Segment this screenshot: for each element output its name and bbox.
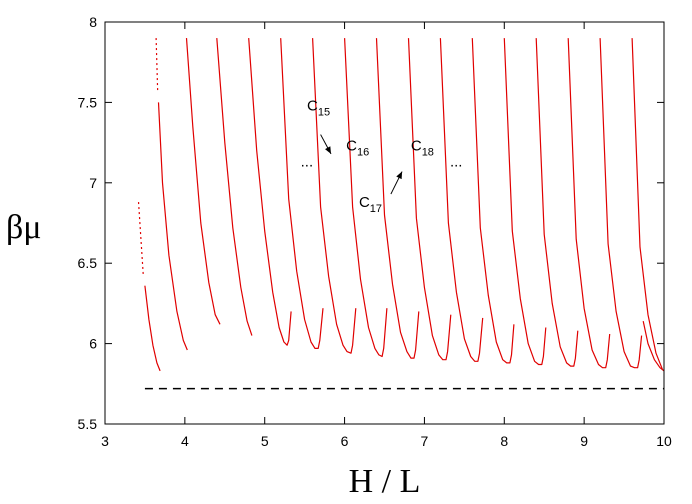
annotation-c15: C15	[307, 97, 330, 118]
x-axis-title: H / L	[349, 463, 421, 500]
branch-3	[185, 38, 221, 325]
branch-5	[248, 38, 292, 346]
annotation-ellipsis-right: ...	[450, 154, 463, 171]
branch-10	[407, 38, 452, 361]
x-tick-label: 10	[656, 433, 672, 449]
x-tick-label: 4	[181, 433, 189, 449]
branch-dotted-1	[137, 202, 144, 277]
x-tick-label: 8	[500, 433, 508, 449]
y-axis-title: βμ	[6, 209, 42, 246]
x-tick-label: 3	[101, 433, 109, 449]
branch-9	[375, 38, 420, 359]
branch-7	[312, 38, 357, 354]
annotations: C15 C16 C17 C18 ... ...	[301, 97, 463, 214]
y-tick-label: 6	[89, 336, 97, 352]
y-tick-label: 7	[89, 175, 97, 191]
branch-8	[344, 38, 388, 358]
arrowhead-c15	[325, 146, 331, 154]
arrowhead-c17	[396, 171, 403, 180]
branch-13	[503, 38, 547, 366]
annotation-c16: C16	[346, 138, 369, 159]
branch-18	[642, 320, 665, 372]
plot-frame	[104, 21, 665, 425]
annotation-c18: C18	[411, 138, 434, 159]
branch-2	[157, 102, 188, 351]
x-tick-label: 5	[261, 433, 269, 449]
branch-4	[216, 38, 253, 336]
x-tick-label: 6	[341, 433, 349, 449]
y-tick-label: 7.5	[78, 94, 98, 110]
branch-14	[535, 38, 579, 367]
y-tick-label: 5.5	[78, 416, 98, 432]
x-tick-label: 7	[421, 433, 429, 449]
branch-11	[439, 38, 484, 362]
branch-1	[144, 285, 161, 372]
annotation-ellipsis-left: ...	[301, 154, 314, 171]
branch-15	[567, 38, 611, 369]
y-tick-label: 8	[89, 14, 97, 30]
branch-17	[631, 38, 663, 370]
y-tick-label: 6.5	[78, 255, 98, 271]
axis-ticks	[104, 21, 665, 425]
branch-6	[280, 38, 324, 349]
y-tick-labels: 5.5 6 6.5 7 7.5 8	[78, 14, 98, 432]
branch-12	[471, 38, 515, 364]
branch-16	[599, 38, 643, 369]
branch-dotted-2	[155, 38, 159, 93]
annotation-c17: C17	[359, 194, 382, 215]
x-tick-label: 9	[580, 433, 588, 449]
x-tick-labels: 3 4 5 6 7 8 9 10	[101, 433, 672, 449]
curve-branches	[137, 38, 665, 372]
